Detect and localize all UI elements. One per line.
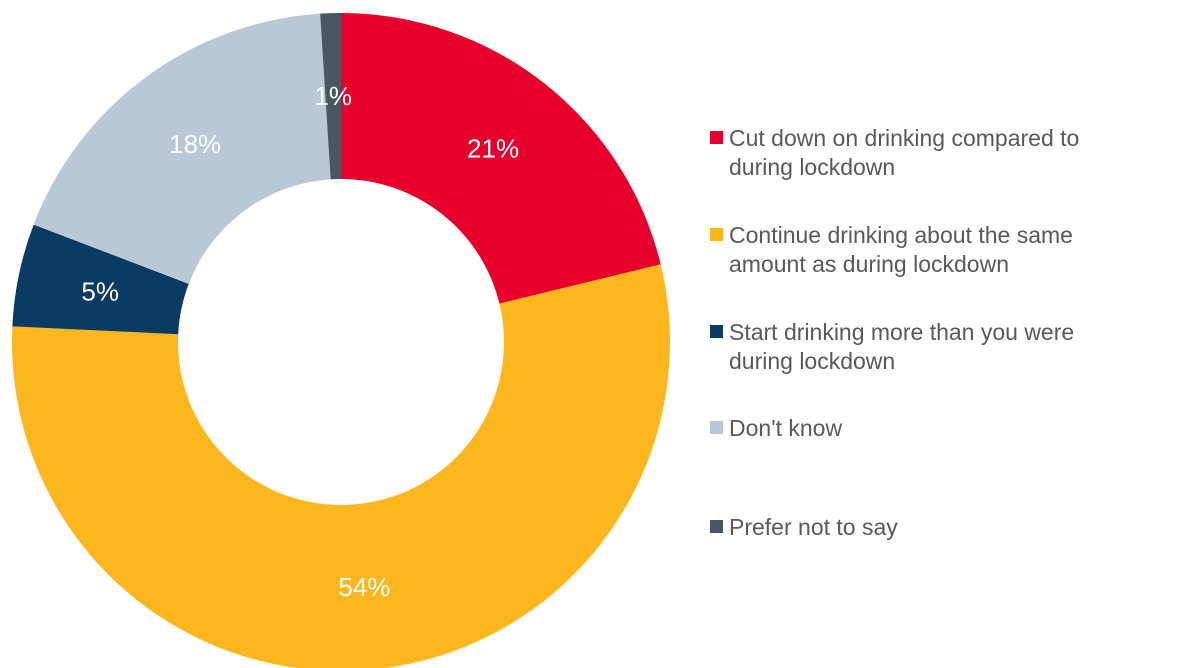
- legend-label-drink-more: Start drinking more than you were during…: [729, 318, 1074, 376]
- slice-label-continue-same: 54%: [338, 572, 390, 602]
- donut-chart: 21% 54% 5% 18% 1%: [12, 13, 670, 668]
- legend-label-line-1: Continue drinking about the same: [729, 222, 1073, 248]
- legend-swatch-prefer-not-to-say: [710, 520, 723, 533]
- legend-item-continue-same: Continue drinking about the same amount …: [710, 221, 1178, 279]
- slice-label-prefer-not-to-say: 1%: [314, 81, 352, 111]
- legend-label-continue-same: Continue drinking about the same amount …: [729, 221, 1073, 279]
- slice-dont-know: [33, 13, 331, 284]
- legend-item-dont-know: Don't know: [710, 414, 1178, 443]
- legend-swatch-continue-same: [710, 228, 723, 241]
- slice-labels: 21% 54% 5% 18% 1%: [81, 81, 519, 602]
- legend-swatch-cut-down: [710, 131, 723, 144]
- slice-label-dont-know: 18%: [169, 129, 221, 159]
- legend-label-line-1: Cut down on drinking compared to: [729, 125, 1080, 151]
- legend-label-line-2: amount as during lockdown: [729, 251, 1009, 277]
- legend-item-cut-down: Cut down on drinking compared to during …: [710, 124, 1178, 182]
- slice-prefer-not-to-say: [320, 13, 341, 180]
- legend-label-line-2: during lockdown: [729, 348, 896, 374]
- legend-label-prefer-not-to-say: Prefer not to say: [729, 513, 898, 542]
- legend-swatch-drink-more: [710, 325, 723, 338]
- legend-label-cut-down: Cut down on drinking compared to during …: [729, 124, 1079, 182]
- legend-label-line-2: during lockdown: [729, 154, 896, 180]
- legend-item-prefer-not-to-say: Prefer not to say: [710, 513, 1178, 542]
- legend-label-line-1: Prefer not to say: [729, 514, 898, 540]
- slice-label-drink-more: 5%: [81, 277, 119, 307]
- slice-cut-down: [341, 13, 661, 304]
- slice-continue-same: [12, 264, 670, 668]
- slice-drink-more: [12, 224, 189, 335]
- donut-slices: [12, 13, 670, 668]
- legend-label-line-1: Start drinking more than you were: [729, 319, 1075, 345]
- slice-label-cut-down: 21%: [467, 134, 519, 164]
- legend-label-line-1: Don't know: [729, 415, 843, 441]
- legend-swatch-dont-know: [710, 421, 723, 434]
- legend-label-dont-know: Don't know: [729, 414, 842, 443]
- legend-item-drink-more: Start drinking more than you were during…: [710, 318, 1178, 376]
